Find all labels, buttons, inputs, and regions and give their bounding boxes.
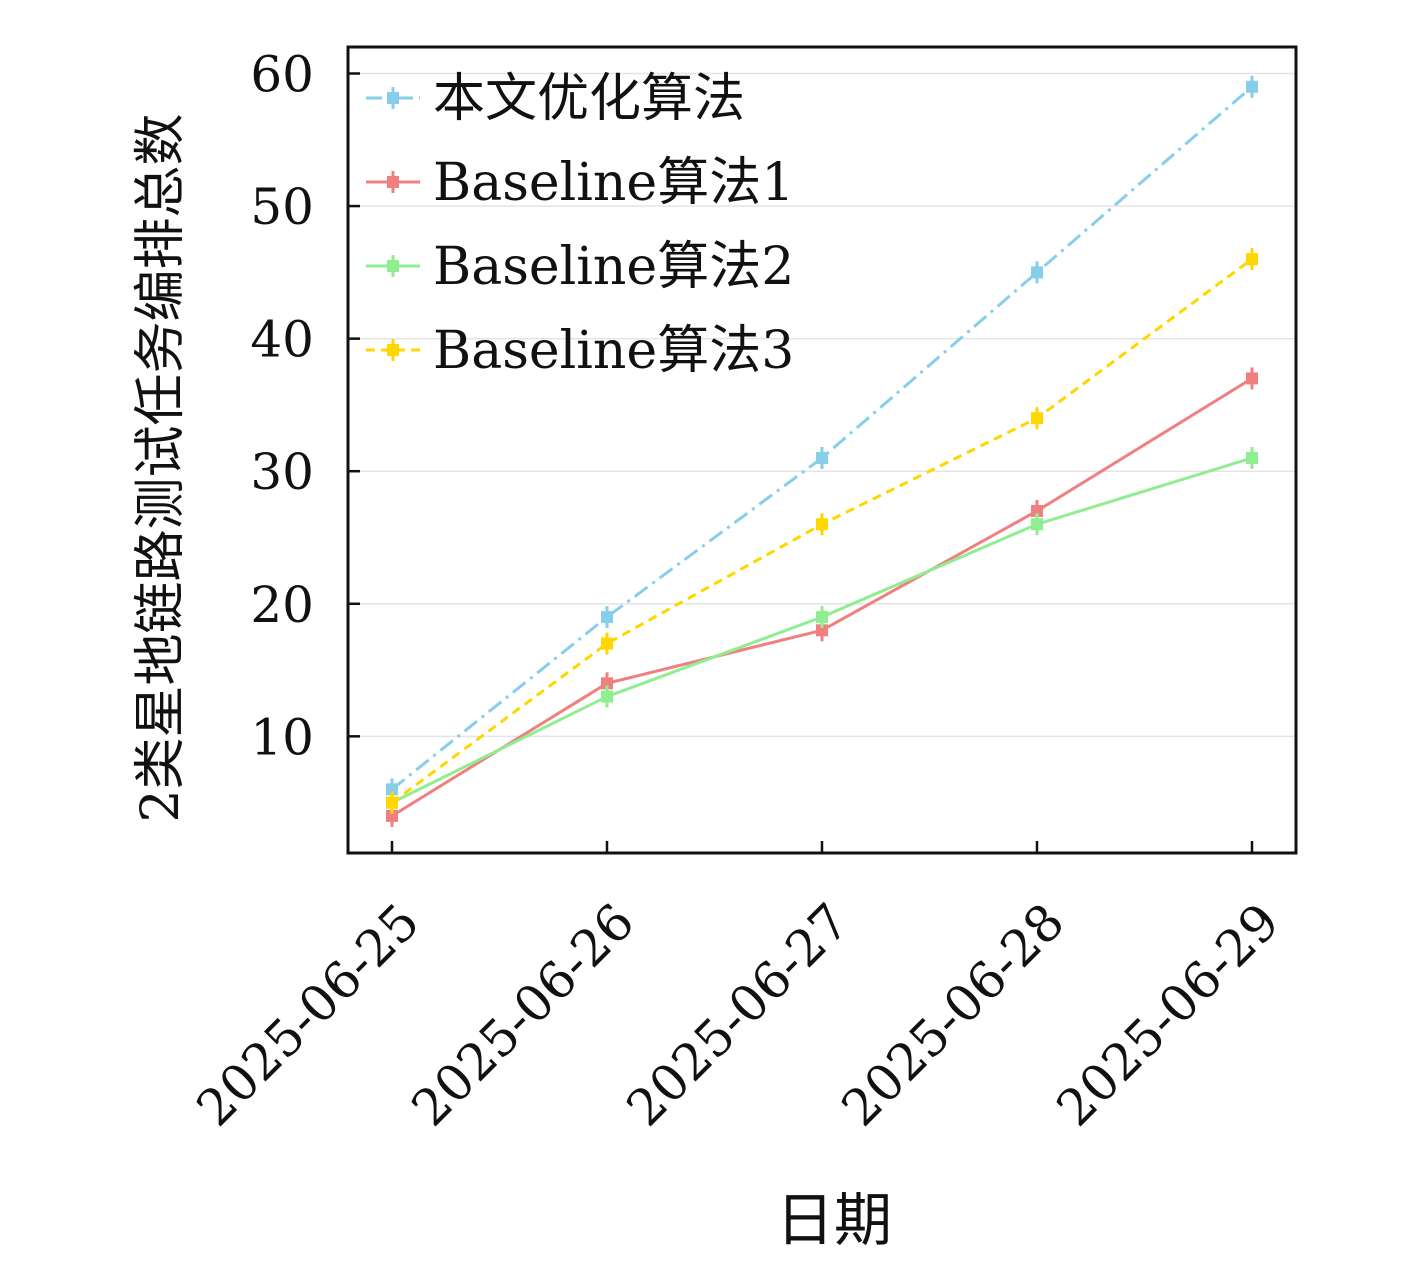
x-tick-label: 2025-06-26: [401, 892, 646, 1137]
x-axis-label: 日期: [776, 1186, 892, 1254]
legend-item: Baseline算法2: [366, 237, 794, 297]
series-line: [391, 377, 1253, 818]
y-tick-label: 20: [250, 576, 314, 634]
legend-item: Baseline算法1: [366, 153, 794, 213]
x-tick-label: 2025-06-28: [831, 892, 1076, 1137]
y-tick-label: 30: [250, 443, 314, 501]
series-group: [386, 75, 1258, 827]
series-2: [386, 367, 1258, 827]
x-tick-label: 2025-06-29: [1046, 892, 1291, 1137]
legend-label: Baseline算法3: [433, 321, 794, 381]
y-tick-label: 10: [250, 708, 314, 766]
y-tick-label: 40: [250, 311, 314, 369]
legend-label: Baseline算法2: [433, 237, 794, 297]
series-3: [386, 446, 1258, 814]
grid-lines: [348, 72, 1296, 738]
y-tick-label: 50: [250, 178, 314, 236]
legend: 本文优化算法 Baseline算法1 Baseline算法2 Baseline算法3: [366, 69, 794, 381]
legend-item: Baseline算法3: [366, 321, 794, 381]
legend-label: Baseline算法1: [433, 153, 794, 213]
series-4: [386, 248, 1258, 814]
legend-item: 本文优化算法: [366, 69, 745, 129]
legend-label: 本文优化算法: [433, 69, 745, 129]
x-tick-label: 2025-06-27: [616, 892, 861, 1137]
x-tick-label: 2025-06-25: [186, 892, 431, 1137]
y-tick-label: 60: [250, 46, 314, 104]
y-axis-label: 2类星地链路测试任务编排总数: [131, 113, 191, 822]
series-1: [386, 75, 1258, 801]
